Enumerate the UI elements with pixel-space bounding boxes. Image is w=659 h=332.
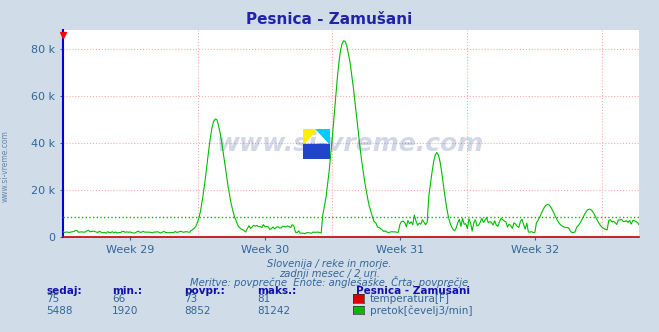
Text: 81242: 81242 bbox=[257, 306, 290, 316]
Text: pretok[čevelj3/min]: pretok[čevelj3/min] bbox=[370, 305, 473, 316]
Text: Pesnica - Zamušani: Pesnica - Zamušani bbox=[246, 12, 413, 27]
Polygon shape bbox=[303, 144, 330, 159]
Text: Pesnica - Zamušani: Pesnica - Zamušani bbox=[356, 286, 470, 296]
Text: 75: 75 bbox=[46, 294, 59, 304]
Text: www.si-vreme.com: www.si-vreme.com bbox=[217, 132, 484, 156]
Text: maks.:: maks.: bbox=[257, 286, 297, 296]
Text: temperatura[F]: temperatura[F] bbox=[370, 294, 449, 304]
Text: zadnji mesec / 2 uri.: zadnji mesec / 2 uri. bbox=[279, 269, 380, 279]
Text: Meritve: povprečne  Enote: anglešaške  Črta: povprečje: Meritve: povprečne Enote: anglešaške Črt… bbox=[190, 276, 469, 288]
Polygon shape bbox=[316, 129, 330, 144]
Text: povpr.:: povpr.: bbox=[185, 286, 225, 296]
Text: sedaj:: sedaj: bbox=[46, 286, 82, 296]
Text: min.:: min.: bbox=[112, 286, 142, 296]
Text: 66: 66 bbox=[112, 294, 125, 304]
Text: www.si-vreme.com: www.si-vreme.com bbox=[1, 130, 10, 202]
Text: 73: 73 bbox=[185, 294, 198, 304]
Text: 5488: 5488 bbox=[46, 306, 72, 316]
Text: 81: 81 bbox=[257, 294, 270, 304]
Text: 8852: 8852 bbox=[185, 306, 211, 316]
Text: Slovenija / reke in morje.: Slovenija / reke in morje. bbox=[268, 259, 391, 269]
Polygon shape bbox=[303, 129, 316, 144]
Text: 1920: 1920 bbox=[112, 306, 138, 316]
